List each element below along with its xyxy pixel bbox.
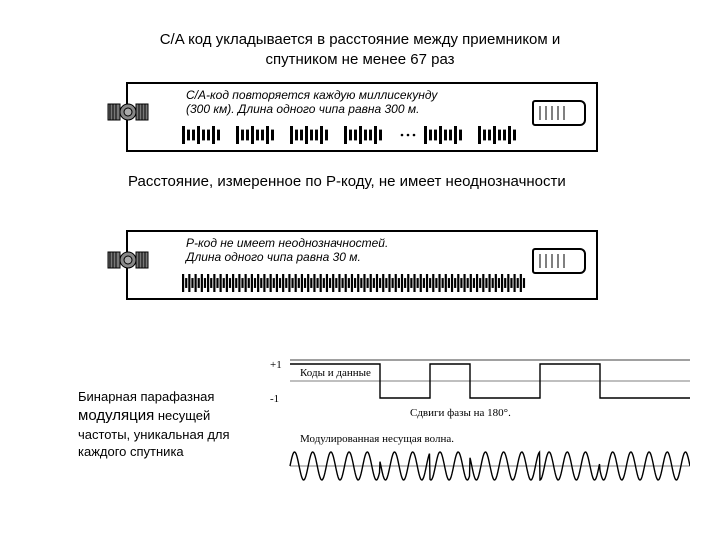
modulation-label: Бинарная парафазная модуляция несущей ча… xyxy=(78,388,238,461)
modulation-diagram: +1 -1 Коды и данные Сдвиги фазы на 180°. Мод… xyxy=(270,358,690,508)
ca-panel-text: C/A-код повторяется каждую миллисекунду … xyxy=(186,88,437,117)
modulation-text-em: модуляция xyxy=(78,407,154,424)
ca-code-bars xyxy=(182,126,526,144)
receiver-icon xyxy=(532,100,586,126)
svg-text:-1: -1 xyxy=(270,393,279,405)
modulation-text: Бинарная парафазная xyxy=(78,389,214,404)
satellite-icon xyxy=(106,238,150,282)
p-panel-text: P-код не имеет неоднозначностей. Длина о… xyxy=(186,236,388,265)
svg-text:+1: +1 xyxy=(270,359,282,371)
p-code-panel: P-код не имеет неоднозначностей. Длина о… xyxy=(126,230,598,300)
title-top: C/A код укладывается в расстояние между … xyxy=(130,30,590,71)
svg-text:Модулированная несущая волна.: Модулированная несущая волна. xyxy=(300,433,454,445)
ca-code-panel: C/A-код повторяется каждую миллисекунду … xyxy=(126,82,598,152)
satellite-icon xyxy=(106,90,150,134)
svg-text:Сдвиги фазы на 180°.: Сдвиги фазы на 180°. xyxy=(410,407,511,419)
svg-text:Коды и данные: Коды и данные xyxy=(300,367,371,379)
p-code-subtitle: Расстояние, измеренное по P-коду, не име… xyxy=(128,172,568,192)
receiver-icon xyxy=(532,248,586,274)
p-code-bars xyxy=(182,274,526,292)
